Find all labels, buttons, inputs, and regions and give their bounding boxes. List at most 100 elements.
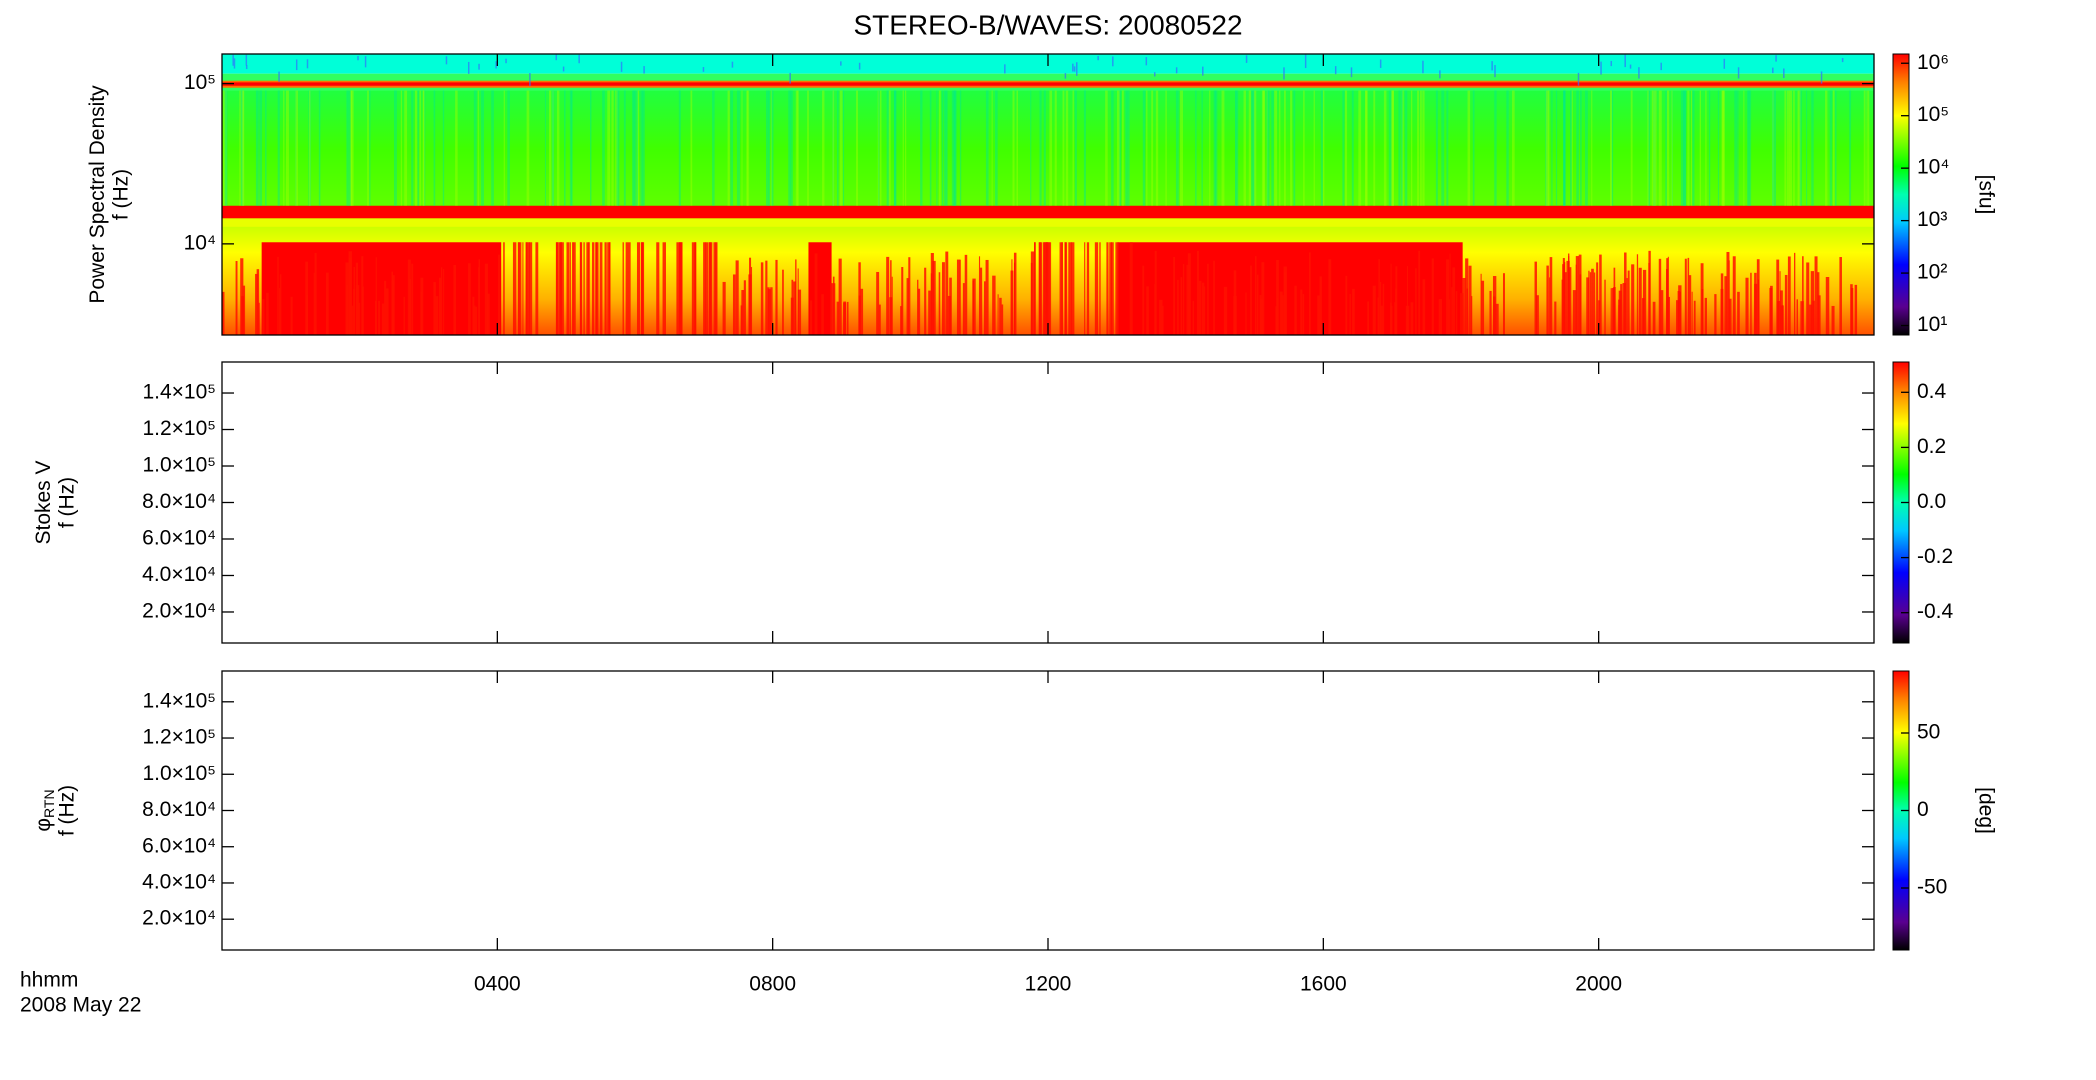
spectrogram-cell bbox=[1266, 90, 1270, 206]
spectrogram-cell bbox=[920, 90, 923, 206]
spectrogram-cell bbox=[1786, 90, 1790, 206]
spectrogram-cell bbox=[640, 90, 644, 206]
spectrogram-cell bbox=[283, 90, 285, 206]
spectrogram-cell bbox=[1660, 62, 1662, 71]
spectrogram-cell bbox=[1030, 262, 1033, 335]
spectrogram-cell bbox=[346, 90, 349, 206]
spectrogram-cell bbox=[1115, 242, 1119, 335]
y-tick-label: 1.2×10⁵ bbox=[142, 726, 216, 749]
spectrogram-cell bbox=[551, 90, 555, 206]
colorbar-label: [deg] bbox=[1974, 787, 1997, 834]
spectrogram-cell bbox=[357, 55, 359, 61]
spectrogram-cell bbox=[1660, 290, 1664, 335]
spectrogram-cell bbox=[1748, 90, 1752, 206]
spectrogram-cell bbox=[353, 288, 356, 335]
spectrogram-cell bbox=[1049, 90, 1053, 206]
spectrogram-cell bbox=[556, 90, 560, 206]
spectrogram-cell bbox=[905, 90, 907, 206]
spectrogram-cell bbox=[611, 90, 614, 206]
spectrogram-cell bbox=[704, 242, 709, 335]
chart-title: STEREO-B/WAVES: 20080522 bbox=[853, 9, 1242, 40]
spectrogram-cell bbox=[1111, 90, 1114, 206]
spectrogram-cell bbox=[1187, 253, 1191, 335]
spectrogram-cell bbox=[984, 281, 986, 335]
spectrogram-cell bbox=[886, 90, 890, 206]
spectrogram-cell bbox=[1619, 300, 1621, 335]
spectrogram-cell bbox=[1309, 252, 1311, 335]
spectrogram-cell bbox=[477, 90, 479, 206]
spectrogram-cell bbox=[1223, 286, 1228, 335]
spectrogram-cell bbox=[1043, 90, 1046, 206]
spectrogram-cell bbox=[1261, 262, 1265, 335]
spectrogram-cell bbox=[1350, 67, 1353, 78]
spectrogram-cell bbox=[938, 90, 941, 206]
spectrogram-cell bbox=[858, 295, 861, 335]
spectrogram-cell bbox=[1276, 298, 1279, 335]
spectrogram-cell bbox=[930, 253, 934, 335]
spectrogram-cell bbox=[991, 90, 993, 206]
spectrogram-cell bbox=[1059, 242, 1063, 335]
spectrogram-cell bbox=[1579, 274, 1582, 335]
spectrogram-cell bbox=[1064, 73, 1067, 79]
spectrogram-cell bbox=[1591, 268, 1594, 335]
spectrogram-cell bbox=[1638, 267, 1642, 335]
spectrogram-cell bbox=[1611, 90, 1614, 206]
spectrogram-cell bbox=[775, 259, 778, 335]
spectrogram-cell bbox=[1721, 90, 1725, 206]
spectrogram-cell bbox=[1586, 277, 1590, 335]
spectrogram-cell bbox=[1175, 67, 1178, 74]
spectrogram-cell bbox=[1714, 294, 1717, 335]
spectrogram-cell bbox=[858, 262, 861, 335]
spectrogram-cell bbox=[222, 218, 1874, 227]
spectrogram-cell bbox=[417, 90, 420, 206]
spectrogram-cell bbox=[222, 90, 225, 206]
spectrogram-cell bbox=[1642, 298, 1645, 335]
spectrogram-cell bbox=[1251, 90, 1254, 206]
spectrogram-cell bbox=[391, 280, 395, 335]
spectrogram-cell bbox=[615, 90, 619, 206]
spectrogram-cell bbox=[1554, 301, 1557, 335]
colorbar-tick-label: 0.0 bbox=[1917, 490, 1946, 513]
spectrogram-cell bbox=[1351, 90, 1354, 206]
colorbar-tick-label: 10⁴ bbox=[1917, 156, 1949, 179]
spectrogram-cell bbox=[1377, 297, 1380, 335]
spectrogram-cell bbox=[549, 90, 551, 206]
spectrogram-cell bbox=[1745, 277, 1749, 335]
spectrogram-cell bbox=[1534, 261, 1537, 335]
spectrogram-cell bbox=[1395, 294, 1397, 335]
x-axis-label: hhmm bbox=[20, 969, 78, 992]
spectrogram-cell bbox=[1726, 251, 1730, 335]
spectrogram-cell bbox=[1771, 90, 1775, 206]
spectrogram-cell bbox=[1502, 273, 1505, 335]
spectrogram-cell bbox=[1798, 90, 1802, 206]
spectrogram-cell bbox=[242, 285, 246, 335]
spectrogram-cell bbox=[1390, 302, 1392, 335]
spectrogram-cell bbox=[1415, 268, 1417, 335]
spectrogram-cell bbox=[727, 90, 730, 206]
spectrogram-cell bbox=[979, 267, 983, 335]
spectrogram-cell bbox=[232, 54, 234, 66]
spectrogram-cell bbox=[1701, 289, 1704, 335]
spectrogram-cell bbox=[1378, 259, 1380, 335]
spectrogram-cell bbox=[512, 242, 517, 335]
spectrogram-cell bbox=[551, 90, 554, 206]
spectrogram-cell bbox=[527, 242, 530, 335]
spectrogram-cell bbox=[985, 90, 989, 206]
spectrogram-cell bbox=[956, 259, 961, 335]
spectrogram-cell bbox=[1439, 70, 1441, 79]
spectrogram-cell bbox=[743, 280, 746, 335]
spectrogram-cell bbox=[592, 242, 595, 335]
spectrogram-cell bbox=[1358, 90, 1362, 206]
spectrogram-cell bbox=[1495, 303, 1499, 335]
spectrogram-cell bbox=[1319, 276, 1322, 335]
spectrogram-cell bbox=[1549, 277, 1551, 335]
colorbar-tick-label: 0.4 bbox=[1917, 380, 1947, 403]
spectrogram-cell bbox=[1671, 90, 1673, 206]
spectrogram-cell bbox=[314, 252, 317, 335]
spectrogram-cell bbox=[722, 281, 726, 335]
spectrogram-cell bbox=[1834, 90, 1837, 206]
spectrogram-cell bbox=[1372, 285, 1376, 335]
spectrogram-cell bbox=[1772, 90, 1775, 206]
spectrogram-cell bbox=[355, 285, 360, 335]
spectrogram-cell bbox=[1624, 54, 1626, 68]
